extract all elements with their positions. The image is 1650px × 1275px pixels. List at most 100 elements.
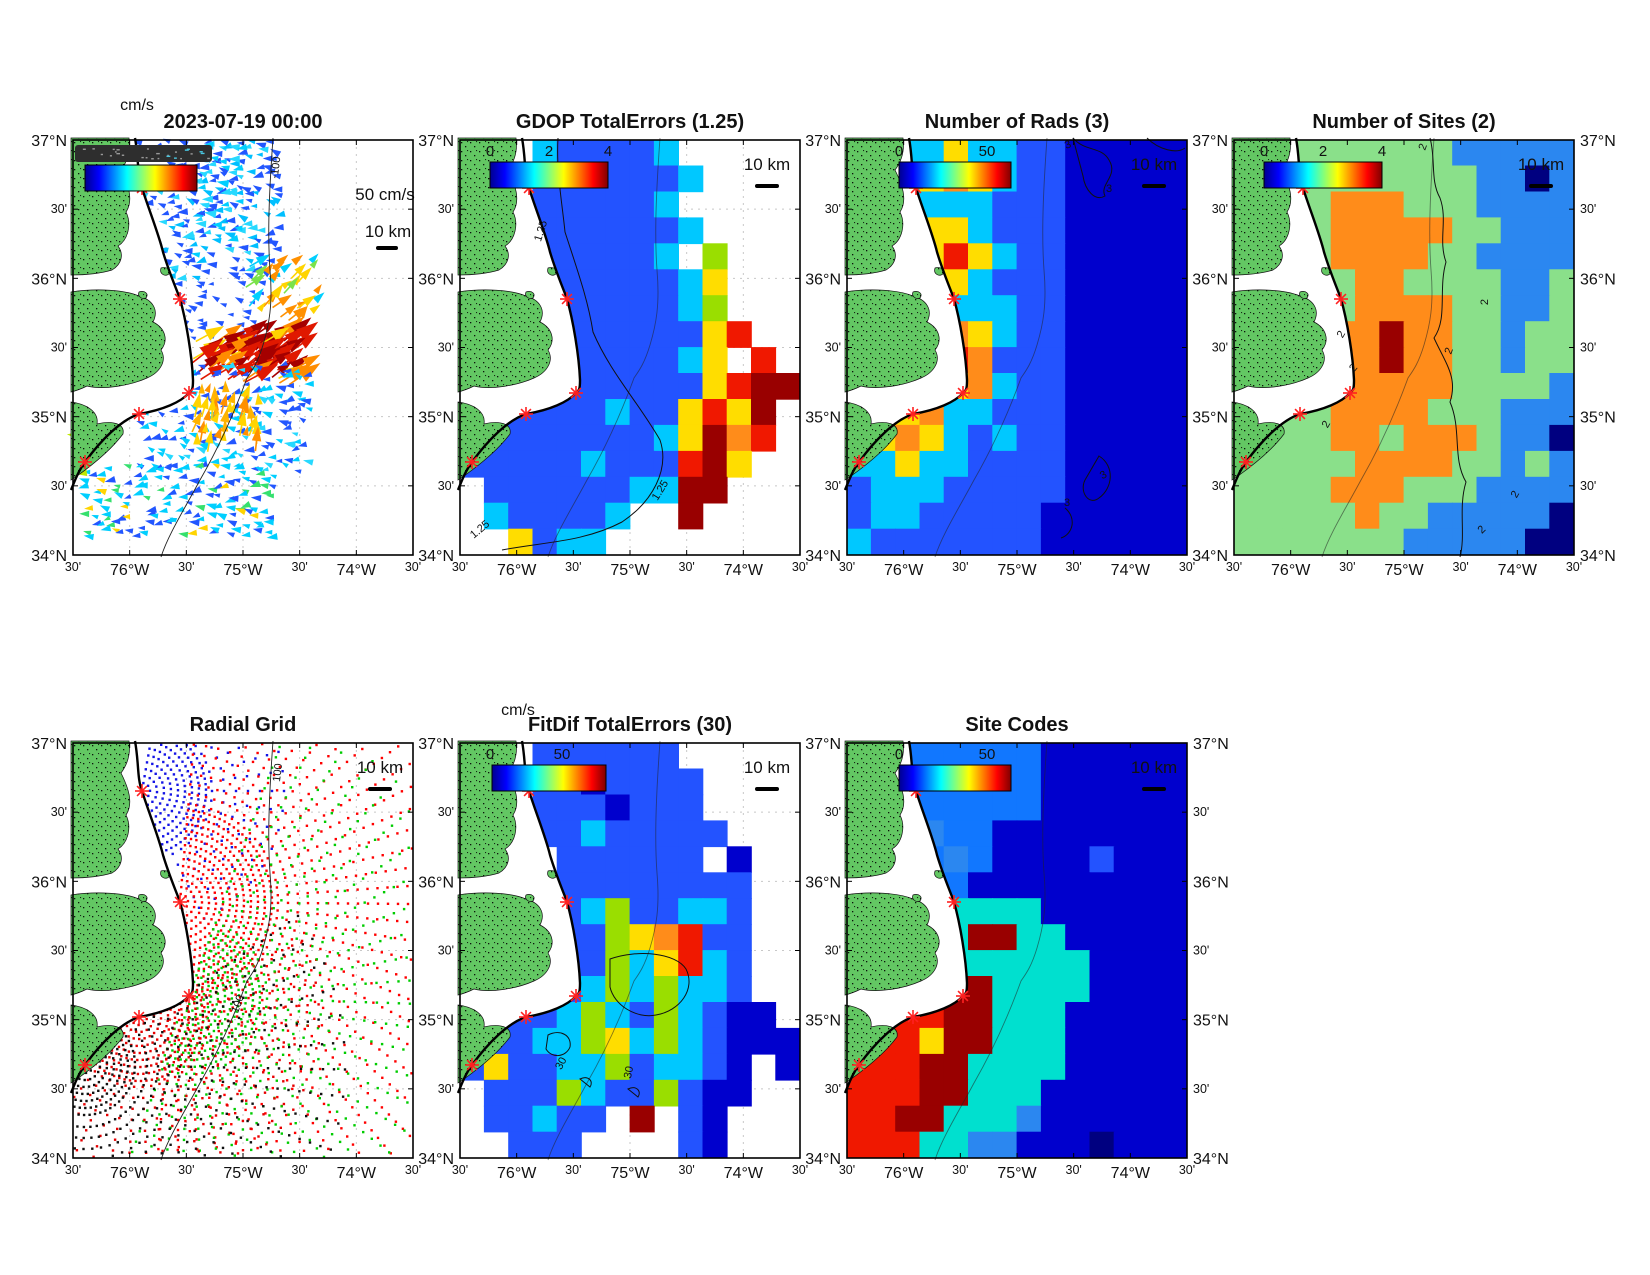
site-asterisk-icon — [173, 895, 187, 909]
map-border — [72, 742, 414, 1159]
y-tick-label: 30' — [51, 944, 67, 958]
y-tick-label: 35°N — [805, 1013, 841, 1030]
y-tick-label: 30' — [51, 805, 67, 819]
x-tick-label: 75°W — [223, 1165, 263, 1182]
y-tick-label: 37°N — [1192, 133, 1228, 150]
y-tick-label-right: 30' — [1580, 202, 1596, 216]
bathy-contour — [1321, 137, 1435, 558]
y-tick-label: 36°N — [418, 271, 454, 288]
distance-scale-label: 10 km — [1131, 155, 1177, 174]
contour-line — [1082, 455, 1111, 501]
axis-labels: 37°N30'36°N30'35°N30'34°N30' 76°W 30' 75°W 3… — [31, 736, 421, 1182]
y-tick-label: 34°N — [418, 1151, 454, 1168]
bathy-contour — [547, 137, 661, 558]
colorbar: 0 50 — [895, 143, 1012, 189]
y-tick-label: 35°N — [1192, 410, 1228, 427]
map-border — [846, 742, 1188, 1159]
y-tick-label-right: 34°N — [1580, 548, 1616, 565]
contour-line — [579, 1077, 592, 1088]
axis-labels: 37°N30'36°N30'35°N30'34°N30' 76°W 30' 75°W 3… — [1192, 133, 1616, 579]
y-tick-label: 30' — [825, 479, 841, 493]
contour-line — [545, 1032, 571, 1056]
colorbar-tick: 0 — [486, 746, 494, 763]
site-asterisk-icon — [956, 989, 970, 1003]
y-tick-label: 30' — [1212, 341, 1228, 355]
panel-title: Number of Rads (3) — [925, 111, 1109, 133]
x-tick-label: 30' — [1066, 1163, 1082, 1177]
contour-label: 2 — [1509, 489, 1522, 500]
x-tick-label: 30' — [839, 1163, 855, 1177]
y-tick-label: 36°N — [1192, 271, 1228, 288]
data-layer-currents — [66, 138, 325, 541]
panel-title: Site Codes — [965, 714, 1068, 736]
y-tick-label-right: 30' — [1580, 479, 1596, 493]
colorbar-tick: 50 — [979, 143, 996, 160]
colorbar-tick: 0 — [1260, 143, 1268, 160]
distance-scale-label: 10 km — [1518, 155, 1564, 174]
site-asterisk-icon — [852, 1058, 866, 1072]
y-tick-label: 37°N — [31, 736, 67, 753]
y-tick-label: 35°N — [31, 1013, 67, 1030]
y-tick-label-right: 30' — [1193, 805, 1209, 819]
distance-scale-bar — [1529, 184, 1553, 188]
x-tick-label: 30' — [452, 1163, 468, 1177]
x-tick-label: 30' — [565, 1163, 581, 1177]
map-border — [459, 742, 801, 1159]
site-asterisk-icon — [560, 895, 574, 909]
y-tick-label: 30' — [438, 341, 454, 355]
map-border — [72, 139, 414, 556]
axis-labels: 37°N30'36°N30'35°N30'34°N30' 76°W 30' 75°W 3… — [418, 133, 808, 579]
y-tick-label-right: 35°N — [1193, 1013, 1229, 1030]
x-tick-label: 30' — [178, 1163, 194, 1177]
y-tick-label: 37°N — [31, 133, 67, 150]
contour-label: 3 — [1063, 138, 1073, 151]
panel-title: 2023-07-19 00:00 — [163, 111, 322, 133]
bathy-contour — [934, 740, 1048, 1161]
panel-title: FitDif TotalErrors (30) — [528, 714, 732, 736]
contour-line — [1072, 137, 1113, 198]
x-tick-label: 74°W — [337, 1165, 377, 1182]
y-tick-label: 30' — [438, 944, 454, 958]
colorbar-tick: 50 — [554, 746, 571, 763]
colorbar-tick: 2 — [545, 143, 553, 160]
distance-scale-bar — [368, 787, 392, 791]
distance-scale-bar — [755, 184, 779, 188]
land-mass — [69, 740, 195, 1094]
contour-label: 100 — [229, 993, 247, 1014]
x-tick-label: 30' — [1179, 560, 1195, 574]
colorbar: 0 50 — [486, 746, 607, 792]
coastline — [843, 137, 969, 491]
distance-scale-label: 10 km — [744, 758, 790, 777]
x-tick-label: 30' — [1066, 560, 1082, 574]
site-asterisk-icon — [519, 1010, 533, 1024]
y-tick-label: 36°N — [418, 874, 454, 891]
site-asterisk-icon — [1239, 455, 1253, 469]
contour-label: 100 — [271, 763, 285, 783]
panel-title: GDOP TotalErrors (1.25) — [516, 111, 744, 133]
y-tick-label: 37°N — [418, 736, 454, 753]
site-asterisk-icon — [947, 895, 961, 909]
panel-map-currents: -100 50 cm/s 10 km cm/s 2023-07-19 00:00 37°N… — [31, 97, 421, 579]
contour-line — [609, 953, 690, 1017]
y-tick-label: 34°N — [805, 548, 841, 565]
contour-label: 30 — [553, 1055, 569, 1071]
x-tick-label: 75°W — [997, 1165, 1037, 1182]
contour-label: 2 — [1479, 299, 1491, 305]
x-tick-label: 30' — [1566, 560, 1582, 574]
y-tick-label: 34°N — [31, 548, 67, 565]
contour-label: 2 — [1320, 419, 1333, 430]
y-tick-label: 34°N — [31, 1151, 67, 1168]
y-tick-label: 30' — [438, 1082, 454, 1096]
x-tick-label: 30' — [1339, 560, 1355, 574]
contour-label: 2 — [1416, 142, 1429, 152]
contour-label: 3 — [1064, 497, 1070, 509]
site-asterisk-icon — [1343, 386, 1357, 400]
y-tick-label: 36°N — [31, 874, 67, 891]
colorbar-tick: 4 — [1378, 143, 1386, 160]
distance-scale-label: 10 km — [357, 758, 403, 777]
x-tick-label: 30' — [839, 560, 855, 574]
map-border — [459, 139, 801, 556]
